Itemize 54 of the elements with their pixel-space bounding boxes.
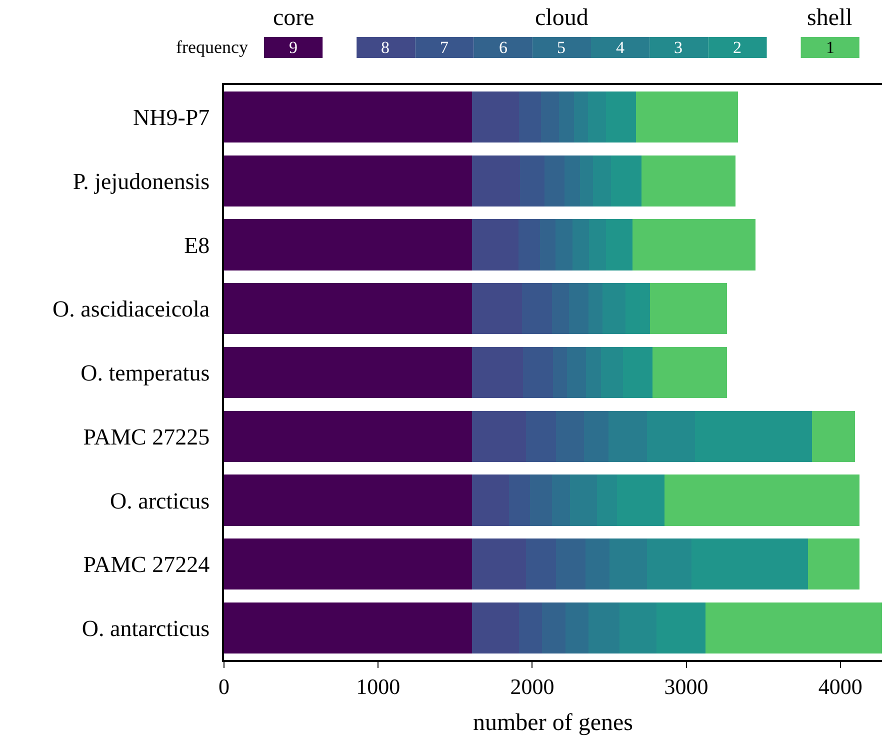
legend-label: 2 — [733, 38, 742, 57]
legend-label: 3 — [674, 38, 682, 57]
text: cloud — [535, 5, 588, 31]
bar — [224, 91, 472, 142]
y-tick-label: O. temperatus — [80, 360, 210, 386]
y-tick-label: P. jejudonensis — [72, 168, 210, 194]
text: 6 — [499, 38, 508, 57]
bar — [586, 346, 601, 398]
bar — [650, 283, 728, 334]
bar — [224, 474, 472, 526]
bar — [224, 538, 472, 590]
bar — [224, 346, 472, 398]
bar — [588, 283, 602, 334]
bar — [642, 155, 736, 206]
y-tick-label: PAMC 27225 — [83, 424, 210, 450]
text: 1 — [826, 38, 834, 57]
bar — [664, 474, 860, 526]
text: 5 — [557, 38, 566, 57]
bar — [224, 410, 472, 462]
bar — [580, 155, 594, 206]
text: 9 — [289, 38, 298, 57]
bar — [588, 602, 620, 654]
y-tick-label: PAMC 27224 — [83, 552, 210, 578]
text: shell — [807, 5, 853, 31]
bar — [608, 410, 647, 462]
y-tick-label: E8 — [184, 232, 210, 258]
y-tick-label: O. ascidiaceicola — [52, 296, 210, 322]
bar — [636, 91, 738, 142]
bar — [632, 219, 756, 270]
x-tick-label: 4000 — [818, 674, 862, 700]
x-axis-title: number of genes — [473, 710, 633, 736]
y-tick-label: O. arcticus — [110, 488, 210, 514]
x-tick-label: 2000 — [510, 674, 554, 700]
bar — [808, 538, 860, 590]
bar — [224, 219, 472, 270]
bar — [812, 410, 856, 462]
text: 8 — [381, 38, 390, 57]
x-tick-label: 3000 — [664, 674, 708, 700]
bar — [224, 155, 472, 206]
bar — [570, 474, 597, 526]
bar — [572, 219, 590, 270]
x-tick-label: 0 — [218, 674, 230, 700]
bar — [224, 602, 472, 654]
y-tick-label: O. antarcticus — [82, 616, 210, 642]
bar — [652, 346, 728, 398]
legend-label: 4 — [616, 38, 625, 57]
bar — [574, 91, 588, 142]
text: core — [273, 5, 314, 31]
bar — [609, 538, 647, 590]
text: frequency — [176, 37, 248, 57]
text: 7 — [440, 38, 449, 57]
bar — [224, 283, 472, 334]
y-tick-label: NH9-P7 — [132, 104, 210, 130]
x-tick-label: 1000 — [356, 674, 400, 700]
